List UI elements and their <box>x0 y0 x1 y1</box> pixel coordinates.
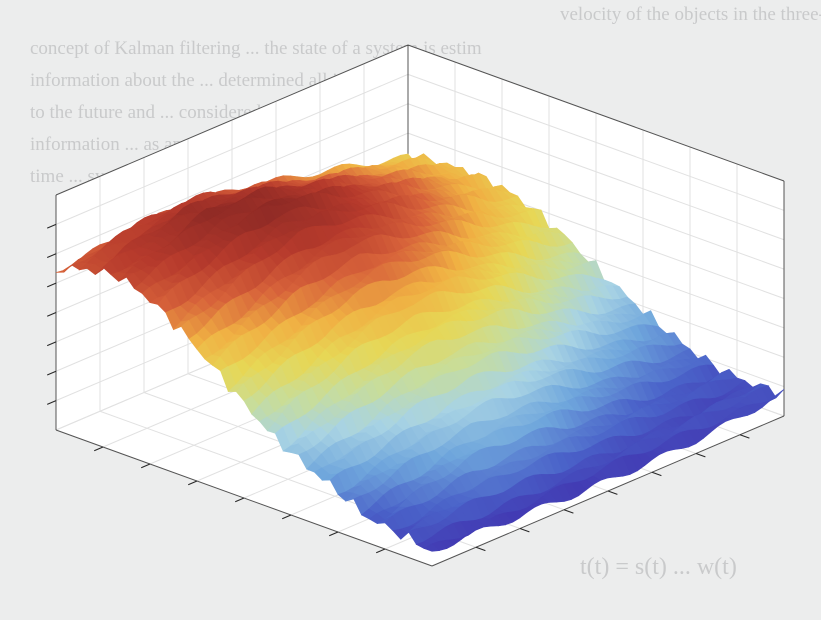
y-tick <box>607 490 618 495</box>
surface-patch <box>423 543 441 552</box>
grid-line <box>407 103 785 241</box>
y-tick <box>519 528 530 533</box>
x-tick <box>329 531 339 537</box>
z-tick <box>47 312 57 317</box>
x-tick <box>235 497 245 503</box>
surface-mesh <box>55 153 785 552</box>
z-tick <box>47 341 57 347</box>
y-tick <box>563 509 574 514</box>
top-edge-left <box>55 44 409 196</box>
x-tick <box>282 514 292 520</box>
y-tick <box>695 453 706 458</box>
y-tick <box>739 434 750 439</box>
x-tick <box>188 480 198 486</box>
grid-line <box>407 132 785 270</box>
x-tick <box>376 548 386 554</box>
grid-line <box>55 103 409 255</box>
z-tick <box>47 370 57 376</box>
z-tick <box>47 282 57 288</box>
y-tick <box>475 546 486 552</box>
z-tick <box>47 400 57 405</box>
y-tick <box>651 471 662 477</box>
z-tick <box>47 223 57 229</box>
axes-ticks <box>47 223 750 554</box>
z-tick <box>47 253 57 258</box>
grid-line <box>407 73 785 211</box>
grid-line <box>55 73 409 225</box>
x-tick <box>141 463 151 469</box>
top-edge-right <box>407 44 785 182</box>
x-tick <box>94 446 104 452</box>
